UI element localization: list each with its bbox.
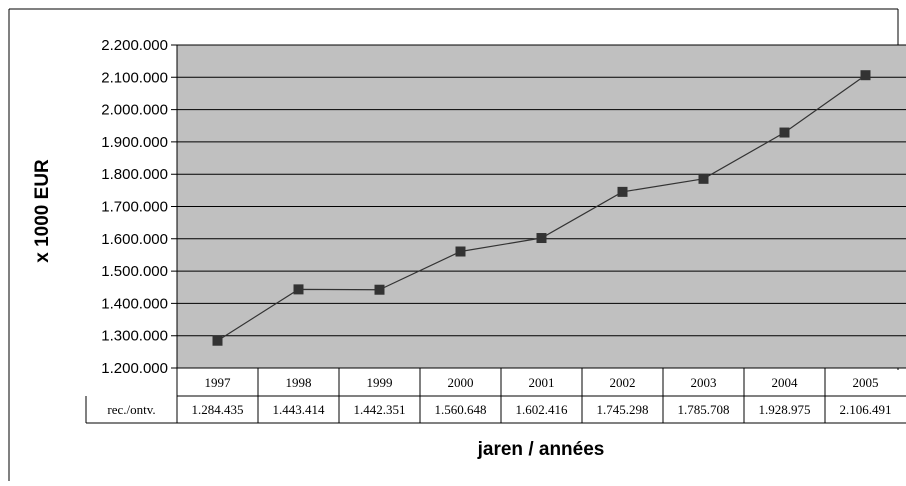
data-point bbox=[617, 186, 628, 197]
x-tick-label: 2004 bbox=[772, 375, 799, 390]
data-table-value: 1.928.975 bbox=[759, 402, 811, 417]
data-point bbox=[455, 246, 466, 257]
data-table-value: 1.284.435 bbox=[192, 402, 244, 417]
x-tick-label: 1997 bbox=[205, 375, 232, 390]
data-point bbox=[374, 284, 385, 295]
y-tick-label: 2.100.000 bbox=[101, 69, 168, 86]
x-tick-label: 2002 bbox=[610, 375, 636, 390]
series-label: rec./ontv. bbox=[107, 402, 155, 417]
data-point bbox=[212, 335, 223, 346]
x-tick-label: 2005 bbox=[853, 375, 879, 390]
data-table-value: 1.602.416 bbox=[516, 402, 569, 417]
data-point bbox=[860, 70, 871, 81]
data-point bbox=[536, 233, 547, 244]
y-tick-label: 1.500.000 bbox=[101, 263, 168, 280]
data-table-value: 1.745.298 bbox=[597, 402, 649, 417]
y-tick-label: 1.300.000 bbox=[101, 328, 168, 345]
x-tick-label: 2003 bbox=[691, 375, 717, 390]
y-tick-label: 1.600.000 bbox=[101, 231, 168, 248]
data-table-value: 1.785.708 bbox=[678, 402, 730, 417]
x-tick-label: 2000 bbox=[448, 375, 474, 390]
data-table-value: 1.560.648 bbox=[435, 402, 487, 417]
y-tick-label: 1.400.000 bbox=[101, 295, 168, 312]
y-tick-label: 1.700.000 bbox=[101, 199, 168, 216]
x-tick-label: 1998 bbox=[286, 375, 312, 390]
x-tick-label: 2001 bbox=[529, 375, 555, 390]
x-tick-label: 1999 bbox=[367, 375, 393, 390]
y-tick-label: 1.900.000 bbox=[101, 134, 168, 151]
y-tick-label: 1.200.000 bbox=[101, 360, 168, 377]
data-point bbox=[698, 173, 709, 184]
x-axis-title: jaren / années bbox=[477, 439, 605, 460]
data-point bbox=[293, 284, 304, 295]
data-table-value: 1.443.414 bbox=[273, 402, 326, 417]
y-tick-label: 1.800.000 bbox=[101, 166, 168, 183]
data-table-value: 2.106.491 bbox=[840, 402, 892, 417]
y-tick-label: 2.200.000 bbox=[101, 37, 168, 54]
data-point bbox=[779, 127, 790, 138]
y-axis-title: x 1000 EUR bbox=[32, 159, 53, 263]
data-table-value: 1.442.351 bbox=[354, 402, 406, 417]
y-tick-label: 2.000.000 bbox=[101, 102, 168, 119]
